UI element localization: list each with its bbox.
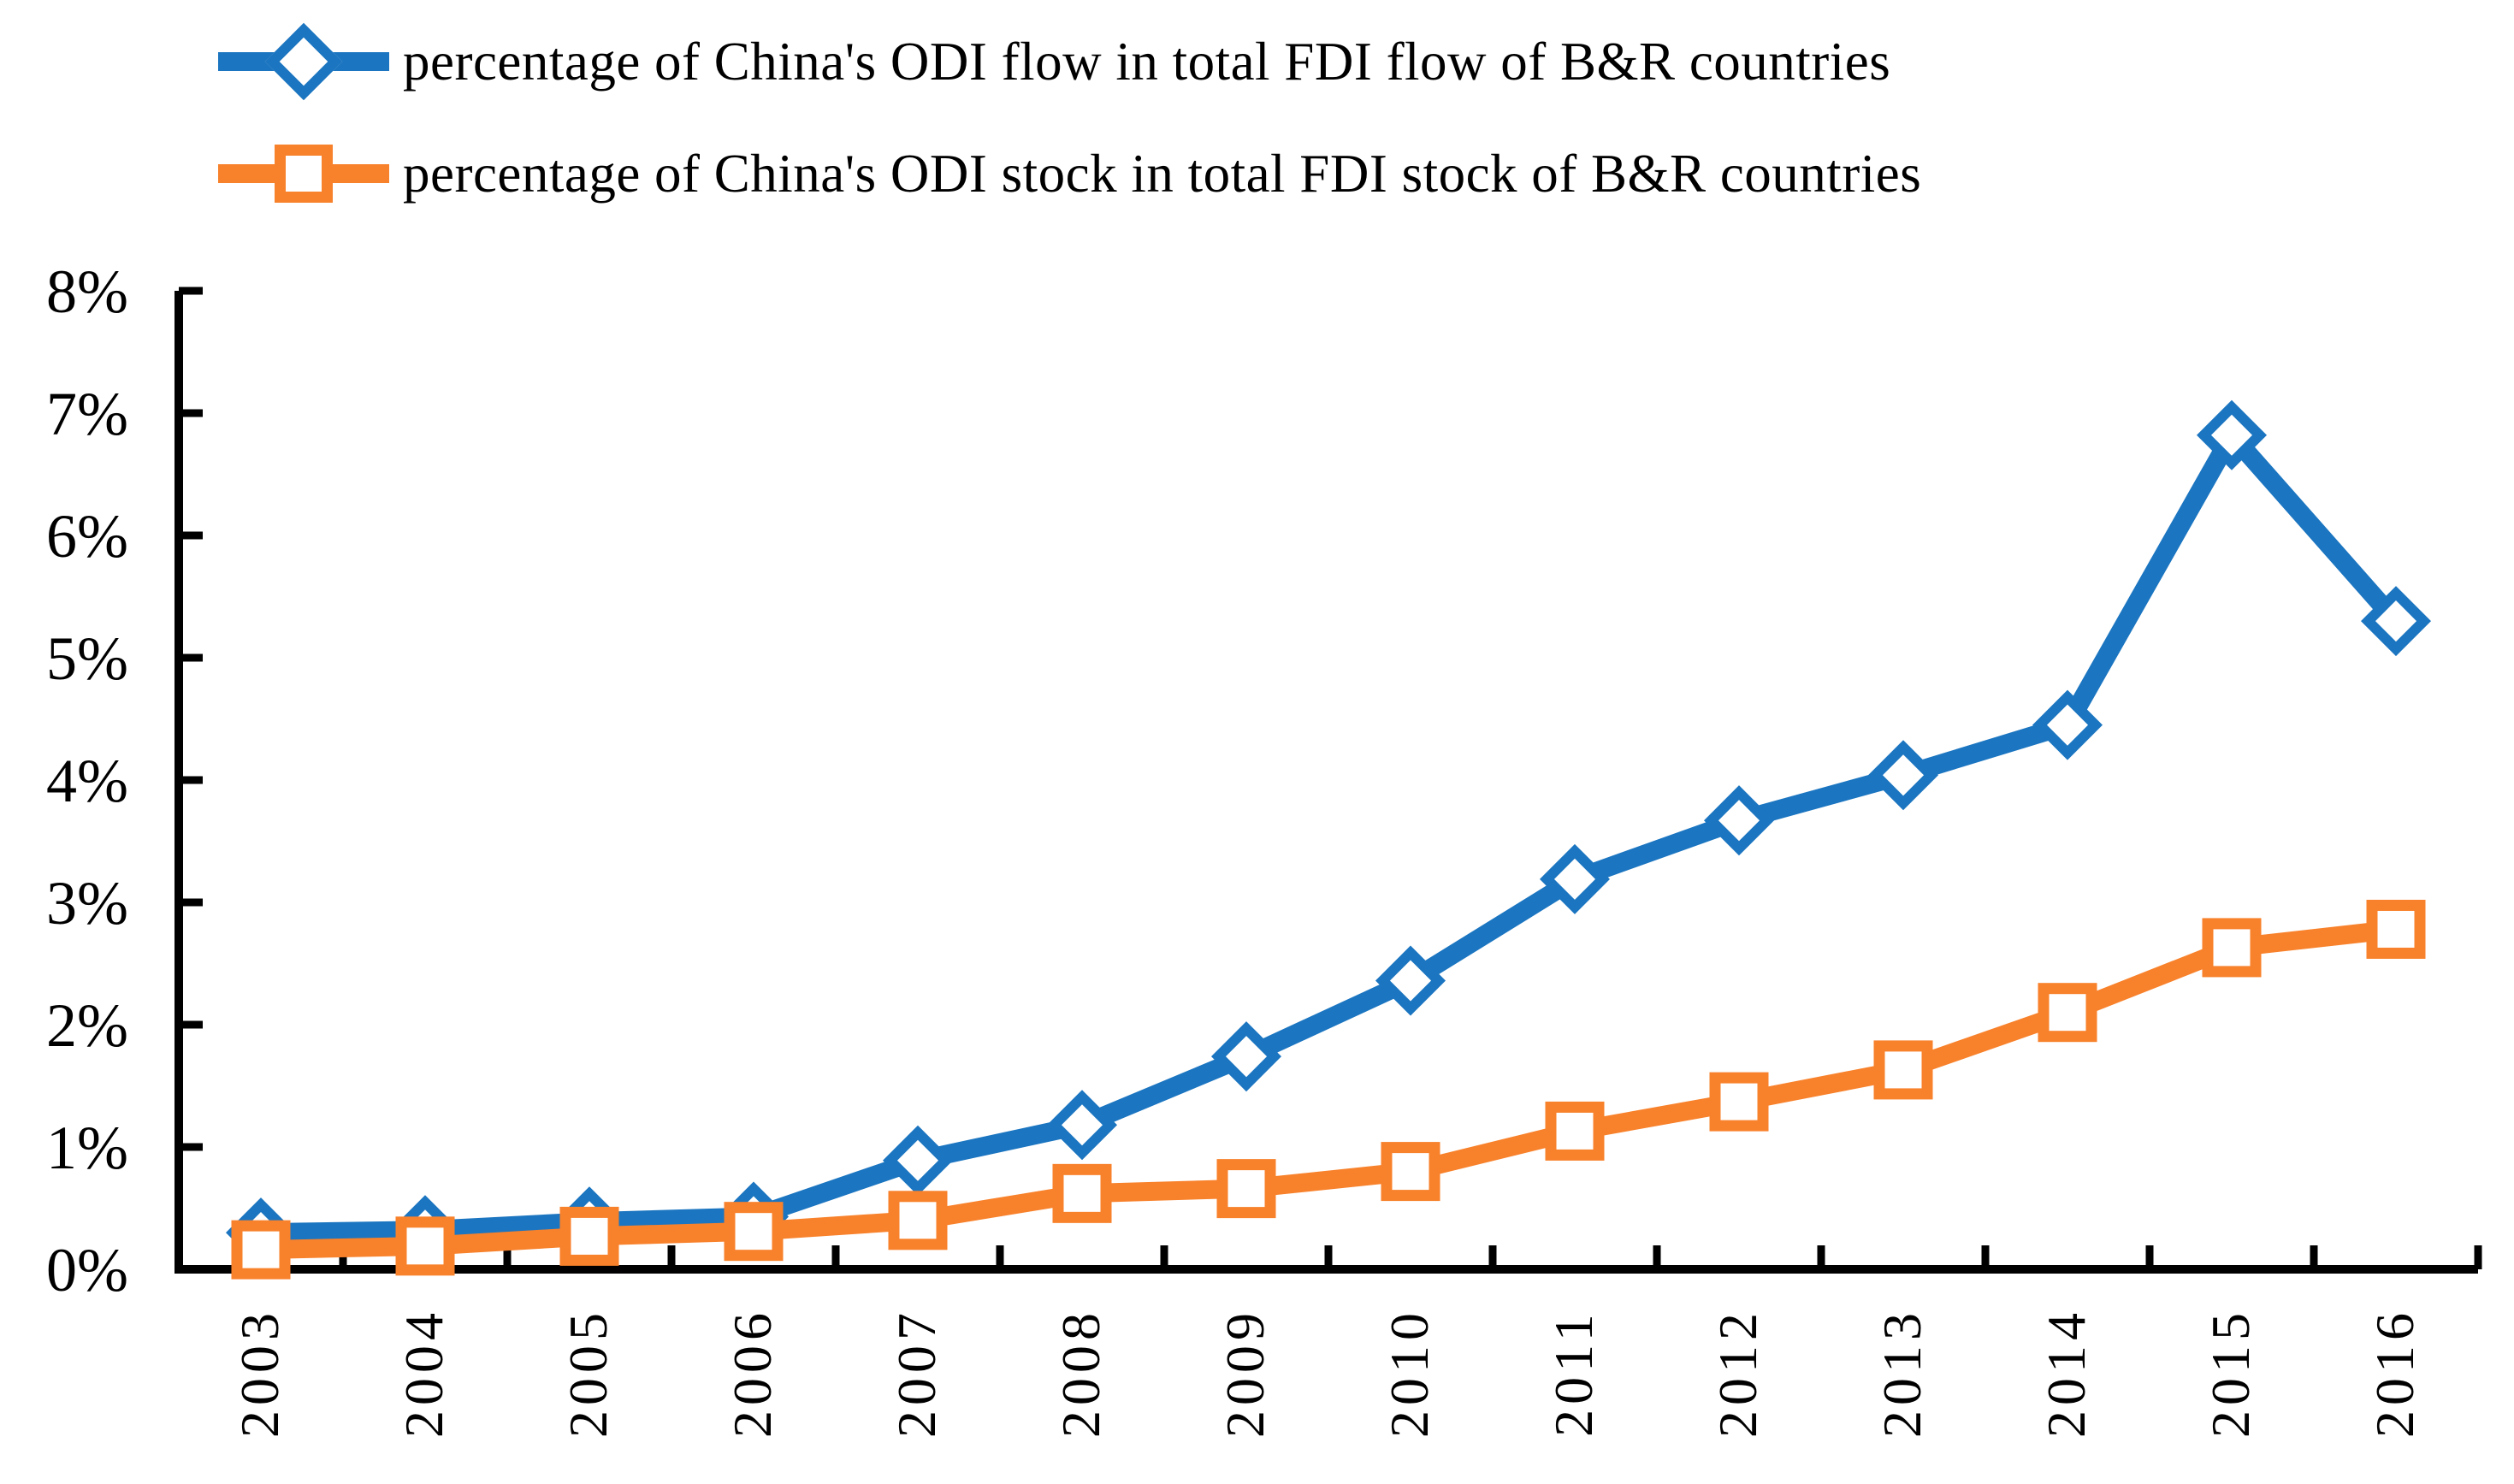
- legend-label-flow: percentage of China's ODI flow in total …: [403, 31, 1891, 92]
- data-point-diamond: [1867, 740, 1939, 811]
- x-tick-label: 2010: [1379, 1308, 1440, 1438]
- legend-item-flow: percentage of China's ODI flow in total …: [218, 22, 1891, 101]
- legend-item-stock: percentage of China's ODI stock in total…: [218, 135, 1921, 212]
- y-tick-label: 0%: [46, 1236, 128, 1304]
- y-tick-label: 6%: [46, 502, 128, 571]
- y-tick-label: 3%: [46, 869, 128, 937]
- x-tick-label: 2007: [886, 1308, 947, 1438]
- data-point-diamond: [2032, 689, 2103, 760]
- data-point-square: [395, 1216, 455, 1276]
- y-tick-label: 4%: [46, 747, 128, 815]
- diamond-marker-icon: [264, 22, 343, 101]
- legend-marker-stock: [218, 135, 389, 212]
- y-tick-label: 5%: [46, 624, 128, 693]
- data-point-square: [2038, 983, 2097, 1043]
- data-point-diamond: [1210, 1021, 1282, 1092]
- x-tick-label: 2013: [1872, 1308, 1932, 1438]
- x-tick-label: 2004: [393, 1308, 454, 1438]
- x-tick-label: 2005: [558, 1308, 618, 1438]
- data-point-square: [231, 1220, 291, 1280]
- x-tick-label: 2009: [1215, 1308, 1275, 1438]
- series-line-flow: [260, 418, 2404, 1243]
- x-tick-label: 2006: [722, 1308, 783, 1438]
- data-point-diamond: [2196, 399, 2268, 470]
- y-tick-label: 2%: [46, 991, 128, 1060]
- x-tick-label: 2015: [2200, 1308, 2261, 1438]
- data-point-square: [2202, 918, 2262, 978]
- data-point-diamond: [882, 1125, 954, 1196]
- data-point-square: [2366, 899, 2426, 959]
- x-tick-label: 2008: [1050, 1308, 1111, 1438]
- data-point-square: [1873, 1040, 1933, 1100]
- data-point-diamond: [1539, 843, 1611, 914]
- x-tick-label: 2016: [2364, 1308, 2425, 1438]
- data-point-square: [1709, 1072, 1769, 1132]
- data-point-diamond: [1046, 1090, 1118, 1161]
- y-tick-label: 7%: [46, 380, 128, 448]
- data-point-square: [1052, 1163, 1112, 1223]
- x-tick-label: 2011: [1543, 1309, 1604, 1437]
- y-tick-label: 8%: [46, 257, 128, 326]
- x-tick-label: 2012: [1707, 1308, 1768, 1438]
- x-tick-label: 2003: [229, 1308, 290, 1438]
- square-marker-icon: [275, 145, 333, 203]
- data-point-diamond: [1375, 945, 1446, 1016]
- data-point-diamond: [2360, 586, 2432, 657]
- data-point-square: [724, 1202, 784, 1262]
- data-point-diamond: [1703, 785, 1775, 856]
- data-point-square: [888, 1191, 948, 1250]
- data-point-square: [1216, 1159, 1276, 1219]
- legend: percentage of China's ODI flow in total …: [0, 0, 2514, 231]
- data-point-square: [1381, 1142, 1440, 1202]
- legend-marker-flow: [218, 22, 389, 101]
- legend-label-stock: percentage of China's ODI stock in total…: [403, 143, 1922, 204]
- y-tick-label: 1%: [46, 1114, 128, 1182]
- x-tick-label: 2014: [2036, 1308, 2097, 1438]
- data-point-square: [1545, 1101, 1605, 1161]
- data-point-square: [559, 1206, 619, 1266]
